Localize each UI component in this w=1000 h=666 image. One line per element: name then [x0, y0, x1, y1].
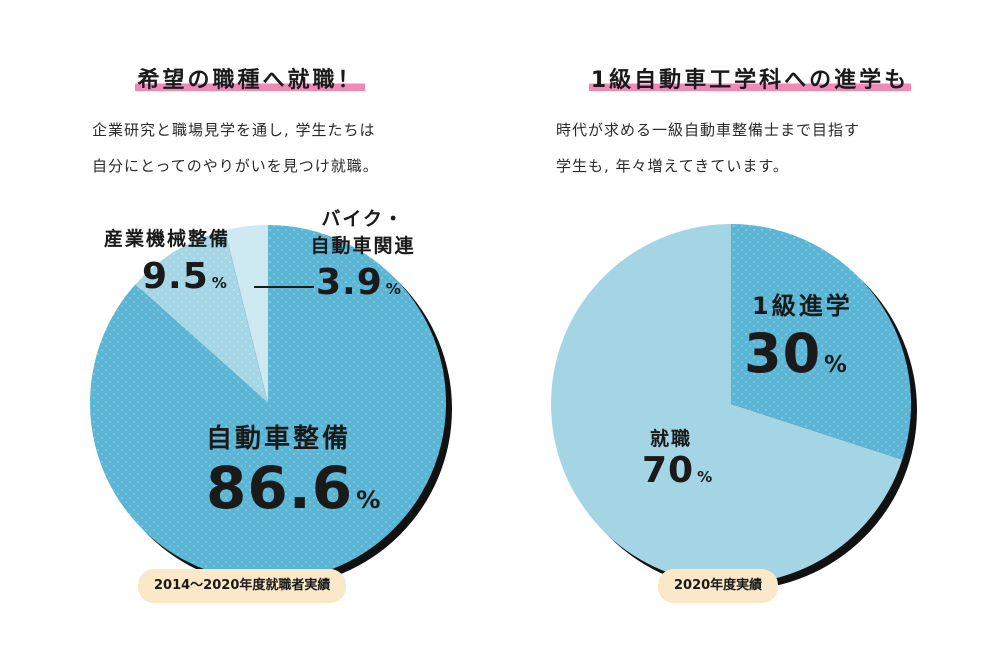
- pie-slice-industrial-machinery: [135, 230, 268, 403]
- advancement-period-note: 2020年度実績: [658, 569, 779, 603]
- advance-value: 30: [744, 322, 822, 385]
- employment-heading: 希望の職種へ就職！: [0, 62, 500, 94]
- bike-leader-line: [254, 286, 314, 288]
- advancement-heading: 1級自動車工学科への進学も: [500, 62, 1000, 94]
- auto-unit: %: [356, 485, 381, 514]
- pie-slice-auto-maintenance: [89, 225, 447, 582]
- bike-name-line-1: バイク・: [321, 208, 405, 230]
- employment-desc-line-2: 自分にとってのやりがいを見つけ就職。: [92, 157, 379, 175]
- job-value-label: 70%: [642, 450, 712, 491]
- bike-label: バイク・ 自動車関連: [298, 204, 428, 258]
- advance-unit: %: [824, 352, 847, 378]
- advance-name: 1級進学: [752, 292, 853, 320]
- employment-title: 希望の職種へ就職！: [135, 68, 365, 93]
- bike-name-line-2: 自動車関連: [310, 235, 416, 257]
- bike-unit: %: [385, 280, 401, 298]
- industrial-name: 産業機械整備: [104, 228, 231, 250]
- job-value: 70: [642, 450, 695, 491]
- bike-value-label: 3.9%: [316, 262, 401, 303]
- auto-label: 自動車整備: [206, 418, 351, 455]
- job-unit: %: [697, 468, 713, 486]
- advancement-desc-line-2: 学生も, 年々増えてきています。: [556, 157, 789, 175]
- bike-value: 3.9: [316, 262, 383, 303]
- advancement-desc-line-1: 時代が求める一級自動車整備士まで目指す: [556, 121, 861, 139]
- auto-value: 86.6: [206, 454, 354, 522]
- industrial-value: 9.5: [142, 256, 209, 297]
- employment-pie-chart: [89, 225, 452, 587]
- industrial-unit: %: [211, 274, 227, 292]
- auto-value-label: 86.6%: [206, 454, 381, 522]
- industrial-value-label: 9.5%: [142, 256, 227, 297]
- industrial-label: 産業機械整備: [104, 224, 230, 251]
- pie-slice-employment: [551, 224, 903, 584]
- advance-label: 1級進学: [752, 286, 853, 321]
- employment-period-note: 2014〜2020年度就職者実績: [138, 569, 347, 603]
- job-label: 就職: [650, 424, 692, 451]
- auto-name: 自動車整備: [206, 424, 352, 454]
- employment-panel: 希望の職種へ就職！ 企業研究と職場見学を通し, 学生たちは 自分にとってのやりが…: [0, 62, 500, 603]
- advancement-panel: 1級自動車工学科への進学も 時代が求める一級自動車整備士まで目指す 学生も, 年…: [500, 0, 1000, 666]
- employment-desc-line-1: 企業研究と職場見学を通し, 学生たちは: [92, 121, 376, 139]
- pie-slice-bike-auto-related: [224, 225, 268, 403]
- advance-value-label: 30%: [744, 322, 847, 385]
- job-name: 就職: [650, 428, 693, 450]
- pie-slice-grade1-advancement: [731, 224, 911, 460]
- employment-description: 企業研究と職場見学を通し, 学生たちは 自分にとってのやりがいを見つけ就職。: [92, 112, 472, 184]
- advancement-title: 1級自動車工学科への進学も: [588, 68, 912, 93]
- advancement-description: 時代が求める一級自動車整備士まで目指す 学生も, 年々増えてきています。: [556, 112, 936, 184]
- advancement-pie-chart: [551, 224, 917, 590]
